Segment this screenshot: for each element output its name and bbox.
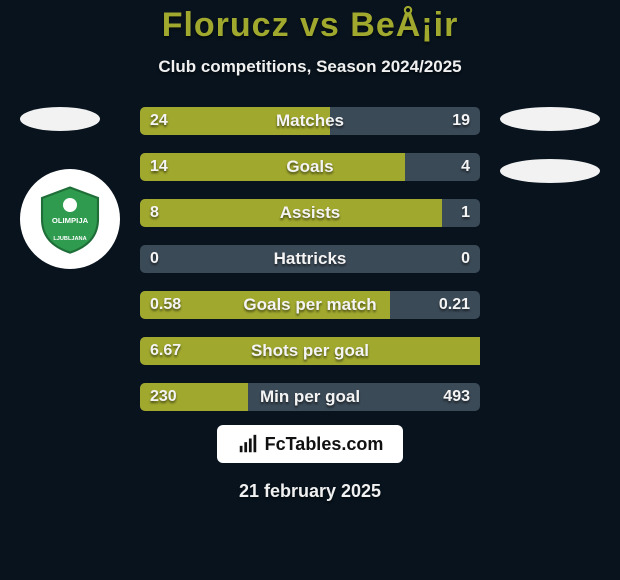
stat-label: Assists (140, 199, 480, 227)
club-shield-icon: OLIMPIJA LJUBLJANA (35, 184, 105, 254)
stat-value-right: 1 (461, 199, 470, 227)
player-left-ellipse (20, 107, 100, 131)
stat-row: 8 1Assists (140, 199, 480, 227)
stat-bars: 2419Matches144Goals81Assists00Hattricks0… (140, 107, 480, 429)
stat-value-left: 14 (150, 153, 168, 181)
comparison-chart: OLIMPIJA LJUBLJANA 24 19Matches 14 4Goals 8 1… (0, 107, 620, 417)
stat-label: Goals per match (140, 291, 480, 319)
stat-value-right: 19 (452, 107, 470, 135)
stat-row: 0.58 0.21Goals per match (140, 291, 480, 319)
stat-row: 14 4Goals (140, 153, 480, 181)
page-title: Florucz vs BeÅ¡ir (162, 6, 459, 45)
stat-value-left: 8 (150, 199, 159, 227)
stat-value-left: 230 (150, 383, 177, 411)
stat-value-right: 493 (443, 383, 470, 411)
stat-value-left: 24 (150, 107, 168, 135)
stat-label: Matches (140, 107, 480, 135)
stat-row: 6.67Shots per goal (140, 337, 480, 365)
player-right-ellipse-2 (500, 159, 600, 183)
date-text: 21 february 2025 (239, 481, 381, 502)
stat-row: 230 493Min per goal (140, 383, 480, 411)
stat-value-left: 6.67 (150, 337, 181, 365)
page-subtitle: Club competitions, Season 2024/2025 (158, 57, 461, 77)
stat-row: 0 0Hattricks (140, 245, 480, 273)
stat-label: Goals (140, 153, 480, 181)
stat-value-left: 0.58 (150, 291, 181, 319)
stat-label: Min per goal (140, 383, 480, 411)
stat-value-right: 0 (461, 245, 470, 273)
brand-badge: FcTables.com (217, 425, 404, 463)
svg-text:LJUBLJANA: LJUBLJANA (53, 236, 86, 242)
stat-value-right: 0.21 (439, 291, 470, 319)
chart-icon (237, 433, 259, 455)
stat-row: 24 19Matches (140, 107, 480, 135)
content: Florucz vs BeÅ¡ir Club competitions, Sea… (0, 0, 620, 580)
svg-text:OLIMPIJA: OLIMPIJA (52, 216, 89, 225)
stat-label: Shots per goal (140, 337, 480, 365)
club-badge: OLIMPIJA LJUBLJANA (20, 169, 120, 269)
stat-value-right: 4 (461, 153, 470, 181)
stat-value-left: 0 (150, 245, 159, 273)
player-right-ellipse-1 (500, 107, 600, 131)
stat-label: Hattricks (140, 245, 480, 273)
brand-text: FcTables.com (265, 434, 384, 455)
